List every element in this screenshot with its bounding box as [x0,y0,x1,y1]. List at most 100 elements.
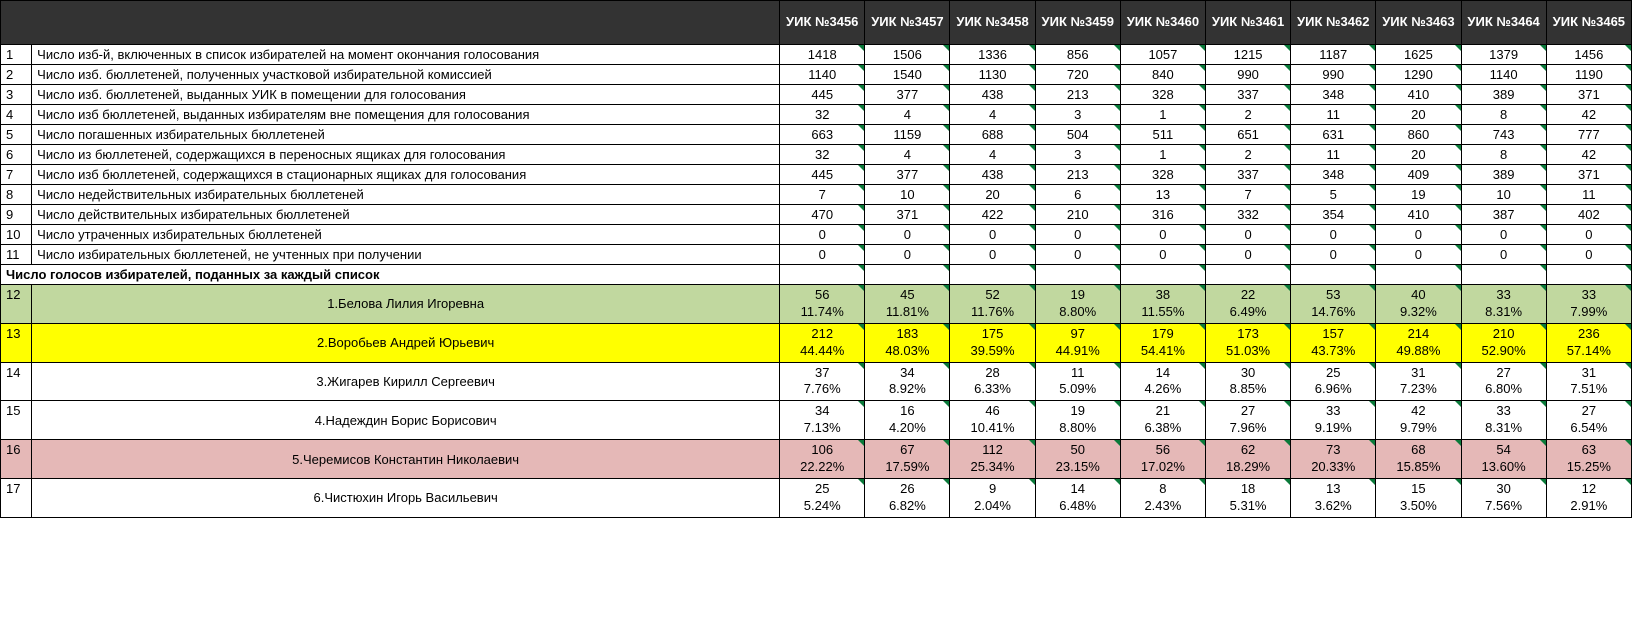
vote-percent: 3.62% [1315,498,1352,513]
data-cell: 1190 [1546,65,1631,85]
section-empty [1546,265,1631,285]
candidate-name: 1.Белова Лилия Игоревна [32,285,780,324]
data-cell: 4 [950,105,1035,125]
vote-count: 73 [1326,442,1340,457]
candidate-data-cell: 27 7.96% [1205,401,1290,440]
candidate-row: 121.Белова Лилия Игоревна5611.74%4511.81… [1,285,1632,324]
row-label: Число избирательных бюллетеней, не учтен… [32,245,780,265]
data-cell: 11 [1291,105,1376,125]
candidate-data-cell: 5617.02% [1120,440,1205,479]
vote-percent: 6.38% [1144,420,1181,435]
table-row: 1Число изб-й, включенных в список избира… [1,45,1632,65]
data-cell: 511 [1120,125,1205,145]
vote-percent: 8.31% [1485,304,1522,319]
vote-count: 33 [1496,287,1510,302]
data-cell: 651 [1205,125,1290,145]
vote-count: 68 [1411,442,1425,457]
table-row: 9Число действительных избирательных бюлл… [1,205,1632,225]
table-row: 10Число утраченных избирательных бюллете… [1,225,1632,245]
table-row: 6Число из бюллетеней, содержащихся в пер… [1,145,1632,165]
vote-percent: 6.80% [1485,381,1522,396]
vote-percent: 44.91% [1056,343,1100,358]
vote-percent: 2.04% [974,498,1011,513]
candidate-row: 143.Жигарев Кирилл Сергеевич377.76%348.9… [1,362,1632,401]
data-cell: 8 [1461,105,1546,125]
section-empty [1291,265,1376,285]
vote-count: 19 [1070,403,1084,418]
row-label: Число изб. бюллетеней, выданных УИК в по… [32,85,780,105]
vote-count: 34 [815,403,829,418]
vote-count: 46 [985,403,999,418]
data-cell: 42 [1546,105,1631,125]
vote-count: 12 [1582,481,1596,496]
data-cell: 0 [1120,225,1205,245]
vote-percent: 4.26% [1144,381,1181,396]
row-number: 11 [1,245,32,265]
vote-percent: 7.23% [1400,381,1437,396]
vote-count: 33 [1582,287,1596,302]
vote-percent: 10.41% [971,420,1015,435]
vote-count: 214 [1408,326,1430,341]
candidate-data-cell: 146.48% [1035,478,1120,517]
vote-count: 15 [1411,481,1425,496]
vote-count: 27 [1241,403,1255,418]
table-header: УИК №3456 УИК №3457 УИК №3458 УИК №3459 … [1,1,1632,45]
section-empty [950,265,1035,285]
vote-percent: 7.96% [1230,420,1267,435]
candidate-data-cell: 198.80% [1035,401,1120,440]
vote-count: 38 [1156,287,1170,302]
data-cell: 0 [1035,245,1120,265]
data-cell: 328 [1120,165,1205,185]
row-number: 5 [1,125,32,145]
candidate-data-cell: 377.76% [780,362,865,401]
row-number: 2 [1,65,32,85]
candidate-data-cell: 115.09% [1035,362,1120,401]
vote-percent: 54.41% [1141,343,1185,358]
candidate-data-cell: 338.31% [1461,401,1546,440]
data-cell: 0 [780,225,865,245]
vote-percent: 11.55% [1141,304,1184,319]
data-cell: 11 [1291,145,1376,165]
data-cell: 840 [1120,65,1205,85]
candidate-data-cell: 18348.03% [865,323,950,362]
row-number: 13 [1,323,32,362]
vote-percent: 8.80% [1059,304,1096,319]
data-cell: 438 [950,165,1035,185]
data-cell: 0 [1376,225,1461,245]
vote-percent: 7.56% [1485,498,1522,513]
candidate-name: 4.Надеждин Борис Борисович [32,401,780,440]
candidate-row: 132.Воробьев Андрей Юрьевич21244.44%1834… [1,323,1632,362]
vote-count: 14 [1156,365,1170,380]
vote-percent: 14.76% [1311,304,1355,319]
vote-count: 106 [811,442,833,457]
data-cell: 1540 [865,65,950,85]
data-cell: 371 [865,205,950,225]
vote-percent: 7.51% [1570,381,1607,396]
vote-count: 67 [900,442,914,457]
data-cell: 470 [780,205,865,225]
candidate-data-cell: 276.54% [1546,401,1631,440]
candidate-data-cell: 255.24% [780,478,865,517]
candidate-data-cell: 266.82% [865,478,950,517]
vote-count: 27 [1582,403,1596,418]
vote-count: 25 [815,481,829,496]
vote-percent: 17.59% [885,459,929,474]
data-cell: 11 [1546,185,1631,205]
vote-percent: 39.59% [971,343,1015,358]
candidate-row: 165.Черемисов Константин Николаевич10622… [1,440,1632,479]
section-empty [1376,265,1461,285]
data-cell: 377 [865,85,950,105]
data-cell: 0 [1205,245,1290,265]
candidate-data-cell: 409.32% [1376,285,1461,324]
row-label: Число действительных избирательных бюлле… [32,205,780,225]
vote-count: 25 [1326,365,1340,380]
vote-percent: 7.99% [1570,304,1607,319]
data-cell: 720 [1035,65,1120,85]
candidate-data-cell: 21052.90% [1461,323,1546,362]
section-title: Число голосов избирателей, поданных за к… [1,265,780,285]
candidate-data-cell: 226.49% [1205,285,1290,324]
data-cell: 371 [1546,85,1631,105]
data-cell: 0 [1035,225,1120,245]
data-cell: 1130 [950,65,1035,85]
candidate-data-cell: 4511.81% [865,285,950,324]
